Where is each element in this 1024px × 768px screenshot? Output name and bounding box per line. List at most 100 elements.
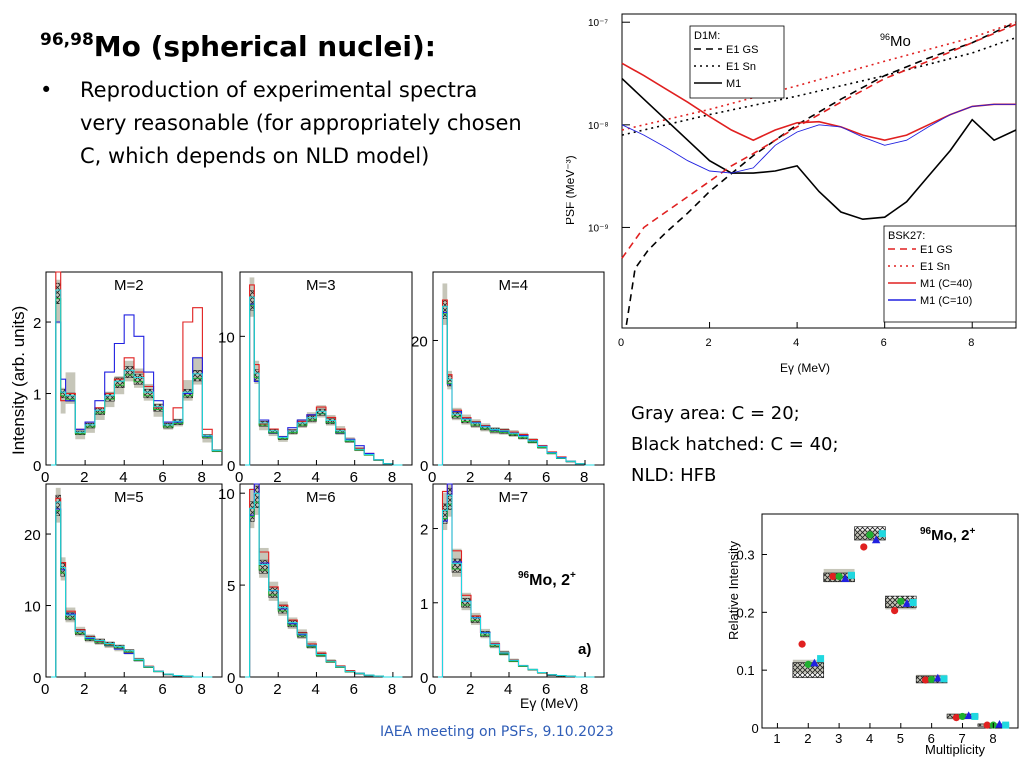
psf-y-tick-label: 10⁻⁸ — [588, 121, 609, 132]
hist-hatched-band — [249, 501, 255, 522]
hist-y-tick-label: 20 — [24, 527, 41, 544]
hist-hatched-band — [316, 408, 327, 416]
hist-x-tick-label: 4 — [504, 681, 512, 698]
hist-y-tick-label: 10 — [24, 599, 41, 616]
hist-panel-letter: a) — [578, 641, 591, 658]
hist-hatched-band — [451, 411, 462, 419]
mult-nucleus-suffix: + — [969, 526, 975, 537]
psf-y-tick-label: 10⁻⁹ — [588, 223, 609, 234]
hist-nucleus-suffix: + — [570, 570, 576, 581]
hist-y-tick-label: 10 — [218, 486, 235, 503]
mult-point-green — [835, 572, 843, 581]
mult-x-tick-label: 8 — [989, 731, 996, 746]
hist-x-tick-label: 2 — [80, 681, 88, 698]
psf-nucleus-main: Mo — [890, 33, 911, 50]
mult-x-tick-label: 7 — [958, 731, 965, 746]
hist-hatched-band — [94, 407, 105, 415]
hist-nucleus-label: 96Mo, 2+ — [518, 570, 576, 589]
mult-y-tick-label: 0.1 — [737, 663, 755, 678]
bullet-symbol: • — [40, 78, 53, 102]
mult-point-green — [928, 675, 936, 684]
hist-hatched-band — [461, 417, 472, 424]
hist-gray-band — [65, 372, 76, 404]
psf-series-line-bsk_e1gs — [621, 23, 1017, 259]
mult-point-blue — [902, 599, 912, 607]
mult-x-tick-label: 4 — [866, 731, 873, 746]
hist-hatched-band — [249, 290, 255, 311]
hist-panel-frame — [45, 483, 223, 678]
mult-point-green — [958, 712, 967, 721]
mult-point-red — [952, 713, 960, 722]
psf-x-tick-label: 6 — [881, 337, 887, 349]
psf-legend-label: E1 Sn — [726, 61, 756, 73]
psf-legend-label: M1 (C=40) — [920, 278, 972, 290]
hist-x-tick-label: 6 — [350, 681, 358, 698]
hist-hatched-band — [192, 370, 203, 382]
note-black-hatched: Black hatched: C = 40; — [631, 434, 839, 455]
mult-point-green — [897, 597, 905, 605]
hist-y-tick-label: 0 — [33, 670, 41, 687]
hist-y-tick-label: 2 — [420, 522, 428, 539]
mult-point-cyan — [847, 571, 855, 579]
note-nld: NLD: HFB — [631, 465, 717, 486]
hist-y-axis-label: Intensity (arb. units) — [9, 306, 28, 455]
hist-hatched-band — [258, 559, 269, 574]
mult-x-tick-label: 1 — [773, 731, 780, 746]
hist-y-tick-label: 0 — [227, 670, 235, 687]
psf-x-tick-label: 0 — [618, 337, 624, 349]
psf-legend-box — [689, 25, 785, 99]
mult-point-blue — [841, 574, 850, 582]
hist-x-tick-label: 2 — [273, 681, 281, 698]
mult-point-blue — [871, 535, 881, 544]
mult-y-tick-label: 0.2 — [737, 605, 755, 620]
hist-x-tick-label: 0 — [41, 681, 49, 698]
mult-y-tick-label: 0 — [752, 721, 759, 736]
psf-legend-label: M1 — [726, 78, 741, 90]
hist-hatched-band — [306, 415, 317, 422]
hist-x-tick-label: 8 — [580, 469, 588, 486]
mult-point-red — [891, 606, 899, 615]
psf-nucleus-sup: 96 — [880, 32, 890, 42]
mult-point-blue — [995, 720, 1004, 728]
hist-hatched-band — [470, 615, 481, 623]
mult-point-blue — [810, 658, 819, 667]
mult-nucleus-sup: 96 — [920, 526, 932, 537]
hist-y-tick-label: 0 — [420, 670, 428, 687]
hist-y-tick-label: 1 — [420, 596, 428, 613]
psf-y-axis-label: PSF (MeV⁻³) — [566, 155, 577, 225]
hist-x-tick-label: 4 — [119, 469, 127, 486]
mult-point-cyan — [1002, 721, 1010, 729]
hist-panel-label: M=5 — [114, 489, 144, 506]
hist-x-tick-label: 0 — [235, 681, 243, 698]
footer-text: IAEA meeting on PSFs, 9.10.2023 — [380, 724, 614, 740]
psf-y-tick-label: 10⁻⁷ — [588, 18, 608, 29]
hist-x-tick-label: 4 — [311, 681, 319, 698]
hist-x-tick-label: 0 — [235, 469, 243, 486]
hist-panel-label: M=7 — [499, 489, 529, 506]
hist-panel-label: M=4 — [499, 277, 529, 294]
note-gray-area: Gray area: C = 20; — [631, 403, 800, 424]
hist-step-cyan — [46, 501, 213, 678]
mult-x-axis-label: Multiplicity — [925, 742, 985, 757]
mult-y-axis-label: Relative Intensity — [726, 541, 741, 640]
hist-x-tick-label: 0 — [428, 469, 436, 486]
hist-x-tick-label: 6 — [158, 681, 166, 698]
hist-hatched-band — [60, 388, 66, 399]
hist-x-tick-label: 6 — [542, 681, 550, 698]
title-mass-numbers: 96,98 — [40, 30, 94, 50]
hist-nucleus-main: Mo, 2 — [529, 572, 570, 589]
hist-step-green — [46, 298, 222, 466]
hist-hatched-band — [133, 373, 145, 385]
slide-title: 96,98Mo (spherical nuclei): — [40, 30, 436, 63]
mult-nucleus-main: Mo, 2 — [931, 527, 969, 544]
psf-series-line-d1m_e1sn — [621, 36, 1017, 136]
psf-x-axis-label: Eγ (MeV) — [780, 361, 830, 375]
mult-point-cyan — [909, 598, 917, 606]
psf-nucleus-label: 96Mo — [880, 32, 911, 50]
mult-x-tick-label: 6 — [928, 731, 935, 746]
hist-x-tick-label: 8 — [388, 469, 396, 486]
psf-legend-label: E1 Sn — [920, 261, 950, 273]
psf-series-line-bsk_m1_c10 — [621, 103, 1016, 174]
mult-point-blue — [964, 711, 973, 720]
